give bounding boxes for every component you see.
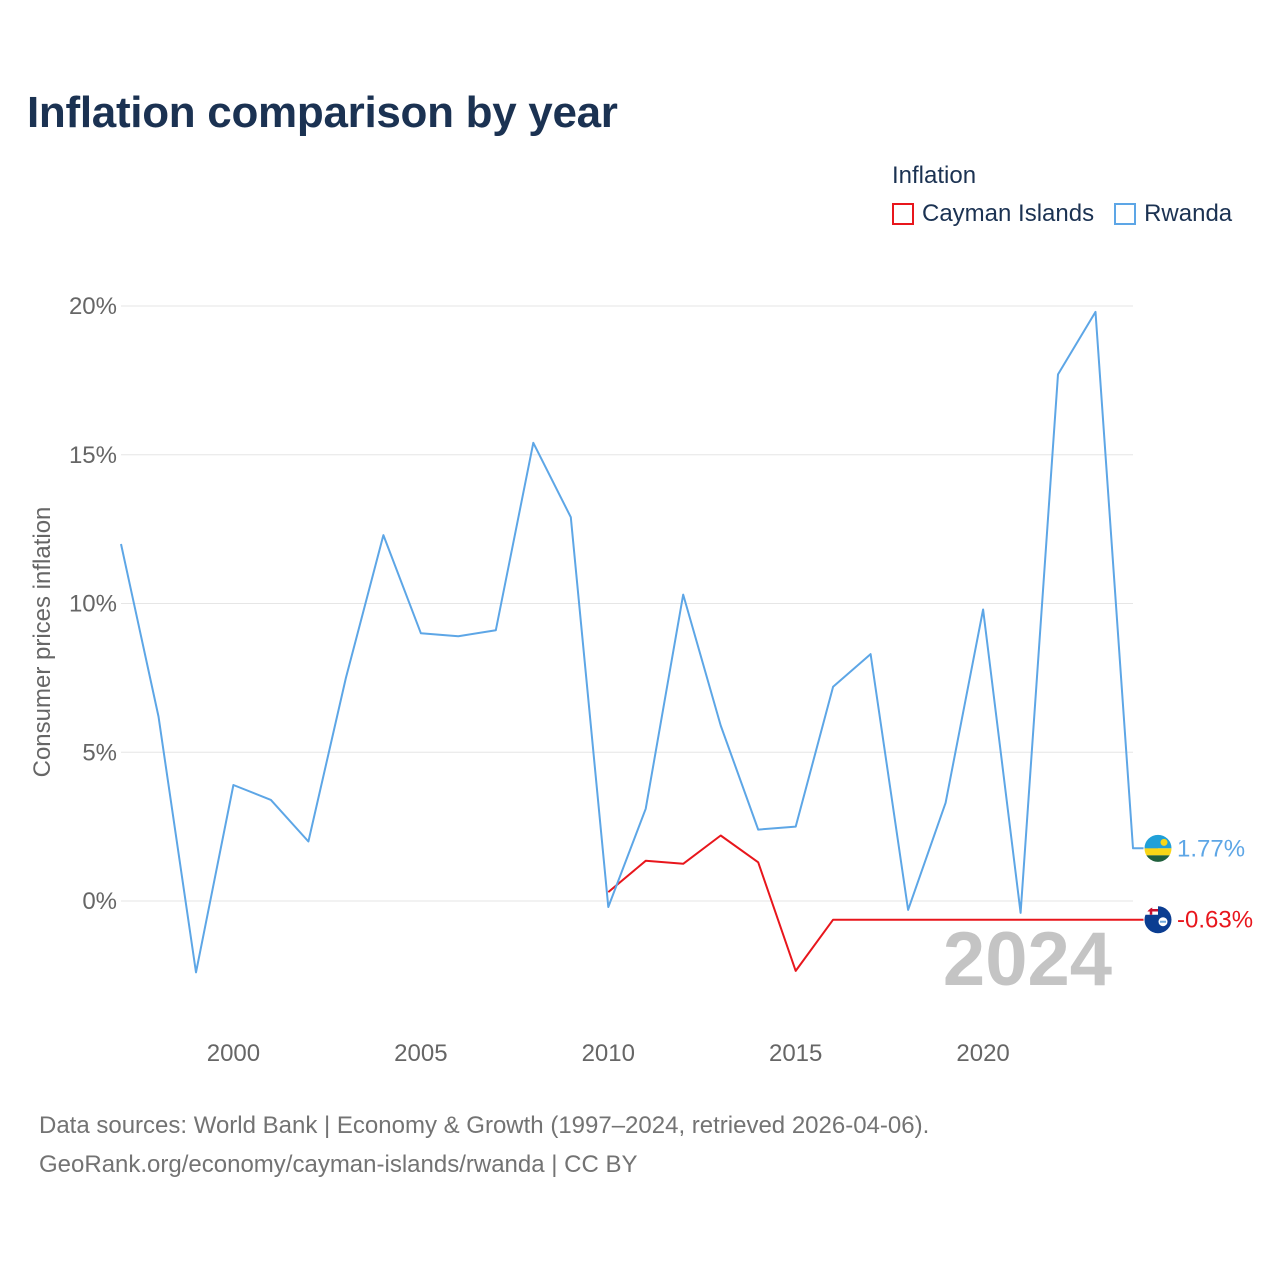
y-tick-label: 10% [69, 591, 117, 618]
year-watermark: 2024 [943, 917, 1112, 1002]
url-line[interactable]: GeoRank.org/economy/cayman-islands/rwand… [39, 1151, 638, 1178]
data-source-note: Data sources: World Bank | Economy & Gro… [39, 1106, 929, 1184]
y-axis-ticks: 0% 5% 10% 15% 20% [69, 293, 117, 915]
series-lines [120, 310, 1158, 974]
series-end-markers: -0.63% 1.77% [1143, 833, 1253, 935]
x-axis-ticks: 2000 2005 2010 2015 2020 [207, 1040, 1010, 1067]
legend: Inflation Cayman Islands Rwanda [892, 162, 1232, 228]
legend-label-rwanda: Rwanda [1144, 200, 1233, 227]
rwanda-flag-icon [1143, 833, 1173, 863]
series-line-rwanda [120, 310, 1158, 974]
y-tick-label: 5% [82, 739, 117, 766]
end-value-label-rwanda: 1.77% [1177, 835, 1245, 862]
y-axis-label: Consumer prices inflation [29, 507, 56, 778]
y-tick-label: 0% [82, 888, 117, 915]
legend-swatch-cayman-islands [892, 203, 914, 225]
end-value-label-cayman-islands: -0.63% [1177, 907, 1253, 934]
x-tick-label: 2020 [956, 1040, 1009, 1067]
y-tick-label: 15% [69, 442, 117, 469]
cayman-islands-flag-icon [1143, 905, 1173, 935]
legend-label-cayman-islands: Cayman Islands [922, 200, 1095, 227]
source-line: Data sources: World Bank | Economy & Gro… [39, 1112, 930, 1139]
series-line-cayman-islands [607, 834, 1158, 972]
legend-item-cayman-islands[interactable]: Cayman Islands [892, 200, 1094, 228]
legend-title: Inflation [892, 162, 977, 189]
x-tick-label: 2000 [207, 1040, 260, 1067]
gridlines [121, 305, 1133, 902]
x-tick-label: 2010 [582, 1040, 635, 1067]
legend-swatch-rwanda [1114, 203, 1137, 225]
x-tick-label: 2005 [394, 1040, 447, 1067]
legend-item-rwanda[interactable]: Rwanda [1114, 200, 1232, 228]
chart-title: Inflation comparison by year [27, 88, 618, 137]
y-tick-label: 20% [69, 293, 117, 320]
x-tick-label: 2015 [769, 1040, 822, 1067]
